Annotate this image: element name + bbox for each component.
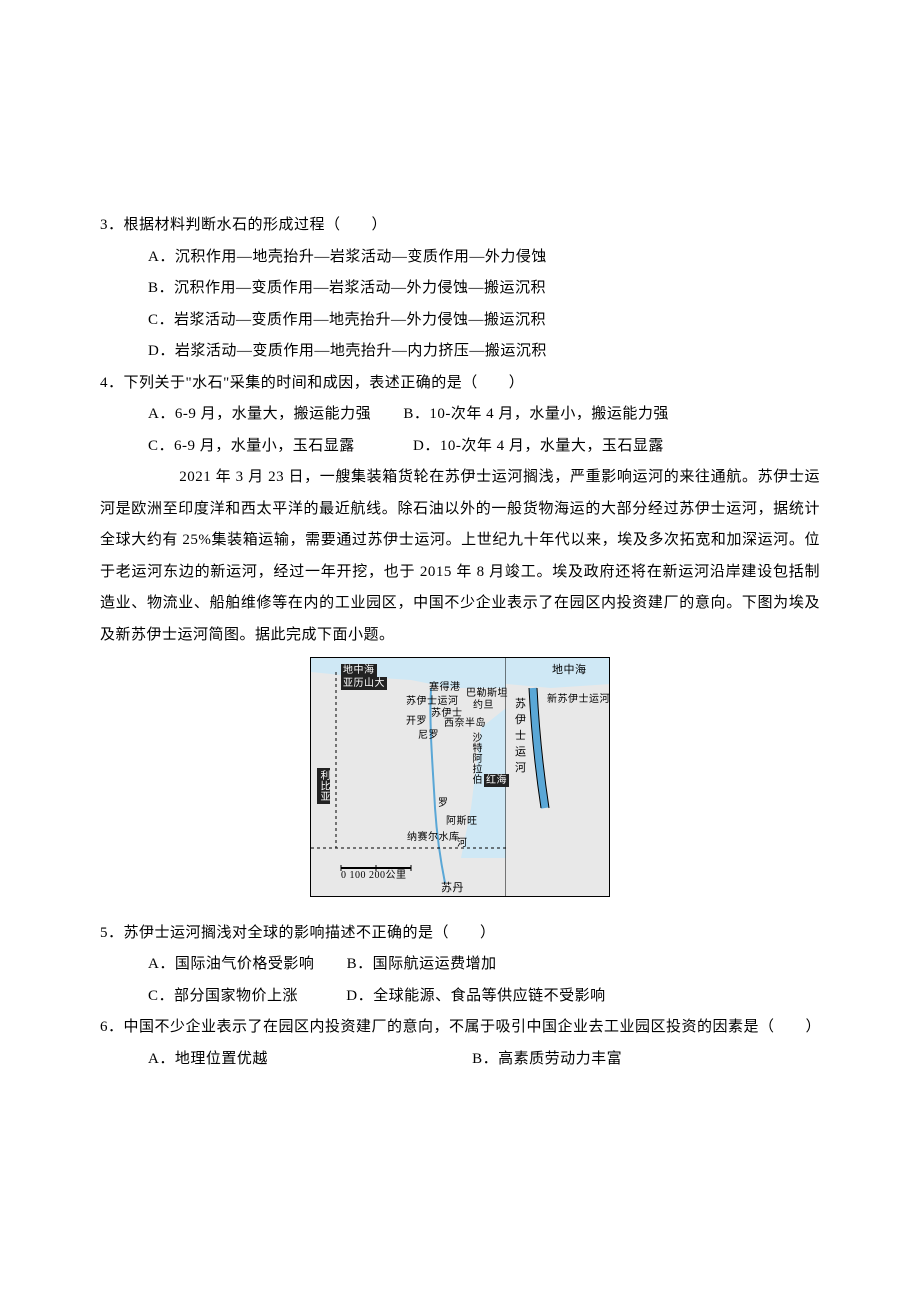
- q5-stem: 5．苏伊士运河搁浅对全球的影响描述不正确的是（ ）: [100, 918, 820, 950]
- q4-options-row1: A．6-9 月，水量大，搬运能力强 B．10-次年 4 月，水量小，搬运能力强: [100, 399, 820, 431]
- q5-option-c: C．部分国家物价上涨: [148, 988, 298, 1004]
- map-label-jordan: 约旦: [473, 700, 494, 712]
- map-figure: 地中海 亚历山大 地中海 塞得港 巴勒斯坦 苏伊士运河 约旦 苏伊士 西奈半岛 …: [310, 657, 610, 897]
- map-label-med1: 地中海: [341, 664, 377, 677]
- q3-option-a: A．沉积作用—地壳抬升—岩浆活动—变质作用—外力侵蚀: [100, 242, 820, 274]
- q4-option-d: D．10-次年 4 月，水量大，玉石显露: [413, 438, 664, 454]
- map-label-newsuez-yun: 运: [515, 746, 527, 759]
- exam-page: 3．根据材料判断水石的形成过程（ ） A．沉积作用—地壳抬升—岩浆活动—变质作用…: [0, 0, 920, 1302]
- map-label-saidport: 塞得港: [429, 682, 461, 694]
- q4-stem: 4．下列关于"水石"采集的时间和成因，表述正确的是（ ）: [100, 368, 820, 400]
- q5-options-row1: A．国际油气价格受影响 B．国际航运运费增加: [100, 949, 820, 981]
- map-label-newsuez-he: 河: [515, 762, 527, 775]
- map-label-palestine: 巴勒斯坦: [466, 688, 508, 700]
- q6-options-row1: A．地理位置优越 B．高素质劳动力丰富: [100, 1044, 820, 1076]
- q6-stem: 6．中国不少企业表示了在园区内投资建厂的意向，不属于吸引中国企业去工业园区投资的…: [100, 1012, 820, 1044]
- map-label-redsea: 红海: [484, 774, 509, 787]
- map-label-aswan: 阿斯旺: [446, 816, 478, 828]
- map-label-nasser: 纳赛尔水库: [407, 832, 460, 844]
- q3-option-b: B．沉积作用—变质作用—岩浆活动—外力侵蚀—搬运沉积: [100, 273, 820, 305]
- map-label-suezcanal: 苏伊士运河: [406, 696, 459, 708]
- q4-options-row2: C．6-9 月，水量小，玉石显露 D．10-次年 4 月，水量大，玉石显露: [100, 431, 820, 463]
- q5-options-row2: C．部分国家物价上涨 D．全球能源、食品等供应链不受影响: [100, 981, 820, 1013]
- map-label-sinai: 西奈半岛: [444, 718, 486, 730]
- q5-option-d: D．全球能源、食品等供应链不受影响: [346, 988, 605, 1004]
- map-label-newsuez-su: 苏: [515, 698, 527, 711]
- map-label-nile: 尼罗: [418, 730, 439, 742]
- map-label-he: 河: [457, 838, 468, 850]
- map-label-newsuez-yi: 伊: [515, 714, 527, 727]
- passage-text: 2021 年 3 月 23 日，一艘集装箱货轮在苏伊士运河搁浅，严重影响运河的来…: [100, 462, 820, 651]
- map-label-cairo: 开罗: [406, 716, 427, 728]
- map-label-med2: 地中海: [552, 664, 587, 677]
- map-label-newsuez-shi: 士: [515, 730, 527, 743]
- q4-option-a: A．6-9 月，水量大，搬运能力强: [148, 406, 371, 422]
- map-label-libya: 利比亚: [317, 768, 330, 804]
- q6-option-b: B．高素质劳动力丰富: [472, 1044, 622, 1076]
- q3-stem: 3．根据材料判断水石的形成过程（ ）: [100, 210, 820, 242]
- figure-container: 地中海 亚历山大 地中海 塞得港 巴勒斯坦 苏伊士运河 约旦 苏伊士 西奈半岛 …: [100, 657, 820, 910]
- map-label-sudan: 苏丹: [441, 882, 464, 895]
- map-label-saudi: 沙特阿拉伯: [469, 732, 481, 785]
- map-label-alex: 亚历山大: [341, 677, 387, 690]
- q4-option-c: C．6-9 月，水量小，玉石显露: [148, 438, 355, 454]
- map-label-luo: 罗: [438, 798, 449, 810]
- q4-option-b: B．10-次年 4 月，水量小，搬运能力强: [403, 406, 669, 422]
- q5-option-b: B．国际航运运费增加: [347, 956, 497, 972]
- q3-option-c: C．岩浆活动—变质作用—地壳抬升—外力侵蚀—搬运沉积: [100, 305, 820, 337]
- q3-option-d: D．岩浆活动—变质作用—地壳抬升—内力挤压—搬运沉积: [100, 336, 820, 368]
- map-label-newsuez: 新苏伊士运河: [547, 694, 610, 706]
- q5-option-a: A．国际油气价格受影响: [148, 956, 314, 972]
- q6-option-a: A．地理位置优越: [148, 1051, 268, 1067]
- map-label-scale: 0 100 200公里: [341, 870, 407, 882]
